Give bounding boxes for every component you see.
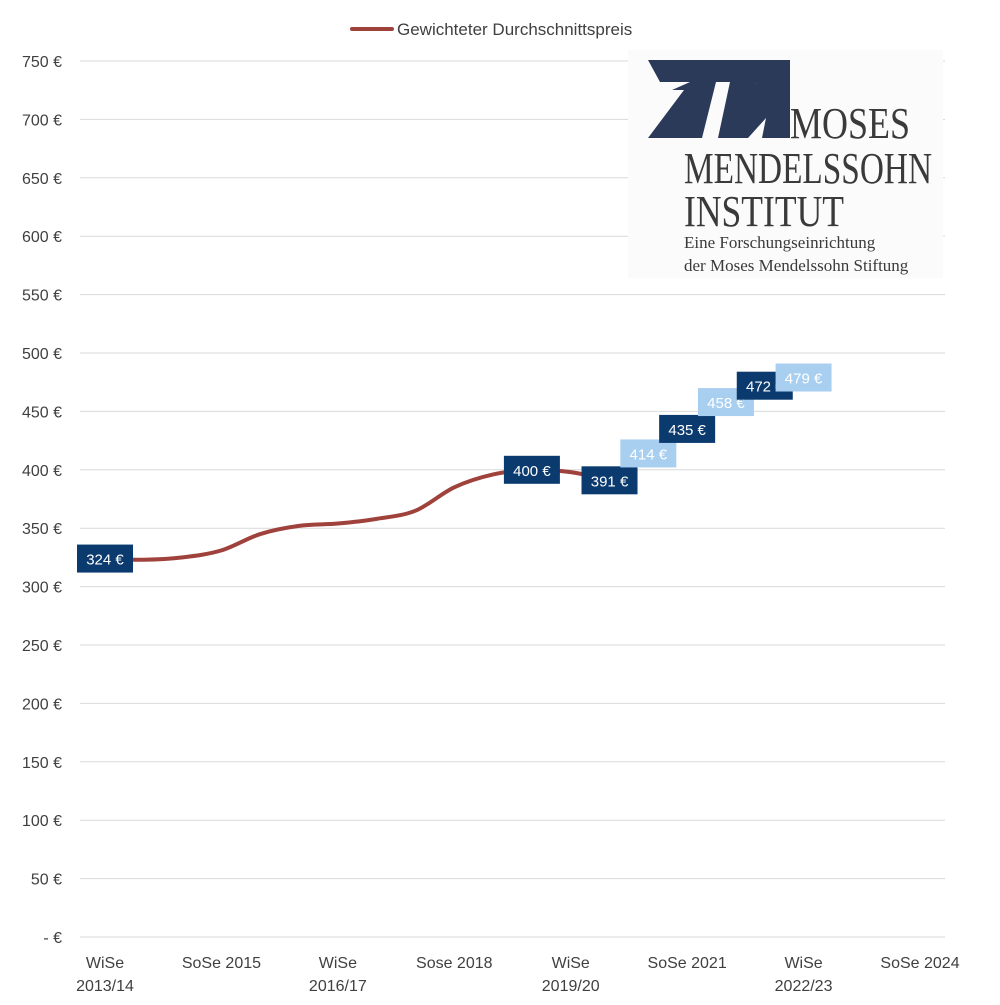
data-label: 435 € (668, 422, 706, 439)
y-tick-label: 300 € (22, 580, 62, 597)
x-tick-label: WiSe (784, 955, 822, 972)
y-tick-label: 550 € (22, 288, 62, 305)
data-label-box (775, 363, 832, 392)
data-label: 414 € (630, 446, 668, 463)
y-tick-label: 350 € (22, 521, 62, 538)
logo-line-institut: INSTITUT (684, 187, 844, 236)
y-tick-label: 450 € (22, 404, 62, 421)
y-tick-label: 200 € (22, 696, 62, 713)
x-tick-label: SoSe 2024 (880, 955, 959, 972)
data-label: 458 € (707, 395, 745, 412)
y-tick-label: 150 € (22, 755, 62, 772)
y-tick-label: 750 € (22, 54, 62, 71)
x-tick-label: 2016/17 (309, 978, 367, 995)
institute-logo: MOSES MENDELSSOHN INSTITUT Eine Forschun… (628, 50, 943, 278)
legend-label: Gewichteter Durchschnittspreis (397, 20, 632, 39)
x-tick-label: Sose 2018 (416, 955, 493, 972)
y-tick-label: 250 € (22, 638, 62, 655)
y-tick-label: 400 € (22, 463, 62, 480)
y-axis: - € 50 € 100 € 150 € 200 € 250 € 300 € 350 € 400… (22, 54, 62, 947)
logo-subline-2: der Moses Mendelssohn Stiftung (684, 256, 909, 275)
data-label: 479 € (785, 371, 823, 388)
data-label: 324 € (86, 552, 124, 569)
data-label: 391 € (591, 473, 629, 490)
x-tick-label: WiSe (319, 955, 357, 972)
y-tick-label: 650 € (22, 171, 62, 188)
logo-line-mendelssohn: MENDELSSOHN (684, 144, 932, 193)
y-tick-label: 700 € (22, 112, 62, 129)
x-tick-label: 2013/14 (76, 978, 134, 995)
x-tick-label: WiSe (86, 955, 124, 972)
y-tick-label: - € (43, 930, 62, 947)
y-tick-label: 100 € (22, 813, 62, 830)
y-tick-label: 50 € (31, 872, 62, 889)
x-tick-label: 2019/20 (542, 978, 600, 995)
logo-subline-1: Eine Forschungseinrichtung (684, 233, 876, 252)
y-tick-label: 500 € (22, 346, 62, 363)
data-label-box (659, 414, 716, 443)
logo-mark-icon (648, 60, 790, 138)
x-tick-label: 2022/23 (775, 978, 833, 995)
data-label: 400 € (513, 463, 551, 480)
y-tick-label: 600 € (22, 229, 62, 246)
data-label-box (503, 455, 560, 484)
data-label: 472 € (746, 379, 784, 396)
x-tick-label: WiSe (552, 955, 590, 972)
legend: Gewichteter Durchschnittspreis (350, 20, 632, 39)
x-tick-label: SoSe 2015 (182, 955, 261, 972)
data-label-box (77, 544, 133, 573)
logo-line-moses: MOSES (790, 99, 910, 148)
x-tick-label: SoSe 2021 (648, 955, 727, 972)
x-axis: WiSe 2013/14 SoSe 2015 WiSe 2016/17 Sose 2018… (76, 955, 960, 995)
data-label-box (581, 466, 638, 495)
data-label-box (620, 439, 677, 468)
data-labels: 324 € 400 € 391 €414 €435 €458 €472 €479 € (77, 363, 832, 573)
